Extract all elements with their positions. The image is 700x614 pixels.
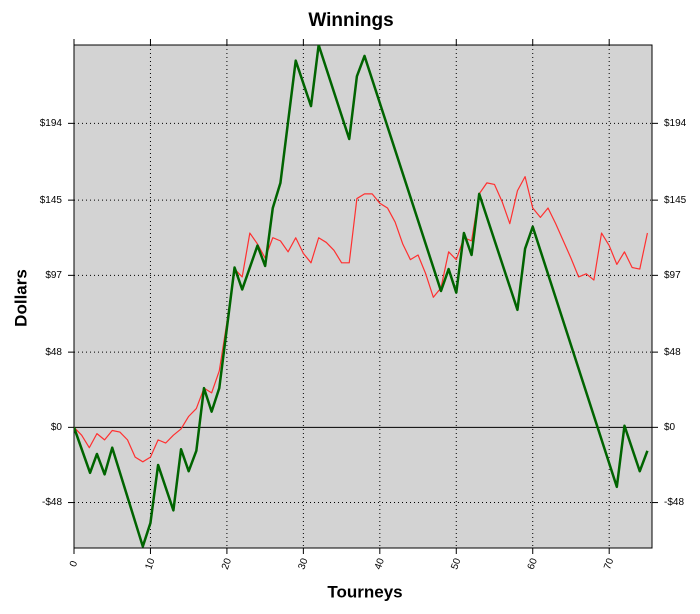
x-tick-label: 0 [68, 559, 80, 568]
y-tick-label: $48 [45, 347, 62, 358]
x-axis-title: Tourneys [327, 582, 402, 601]
y-tick-label: $194 [40, 118, 63, 129]
x-tick-label: 60 [526, 557, 540, 572]
y-tick-label: $145 [40, 195, 63, 206]
y-axis-title: Dollars [11, 269, 30, 327]
y2-tick-label: $97 [664, 270, 681, 281]
y2-tick-label: $194 [664, 118, 687, 129]
x-tick-label: 70 [602, 557, 616, 572]
series-line [74, 176, 648, 463]
x-tick-label: 10 [144, 557, 158, 572]
grid [73, 45, 652, 548]
x-tick-label: 40 [373, 557, 387, 572]
x-tick-label: 50 [449, 557, 463, 572]
x-tick-label: 30 [296, 557, 310, 572]
y-tick-label: -$48 [42, 497, 62, 508]
y-tick-label: $0 [51, 422, 63, 433]
lines [74, 45, 649, 548]
y-tick-label: $97 [45, 270, 62, 281]
series-line [74, 45, 649, 548]
chart-title: Winnings [308, 10, 393, 31]
y2-tick-label: $145 [664, 195, 687, 206]
y2-tick-label: -$48 [664, 497, 684, 508]
y2-tick-label: $48 [664, 347, 681, 358]
x-tick-label: 20 [220, 557, 234, 572]
y2-tick-label: $0 [664, 422, 676, 433]
